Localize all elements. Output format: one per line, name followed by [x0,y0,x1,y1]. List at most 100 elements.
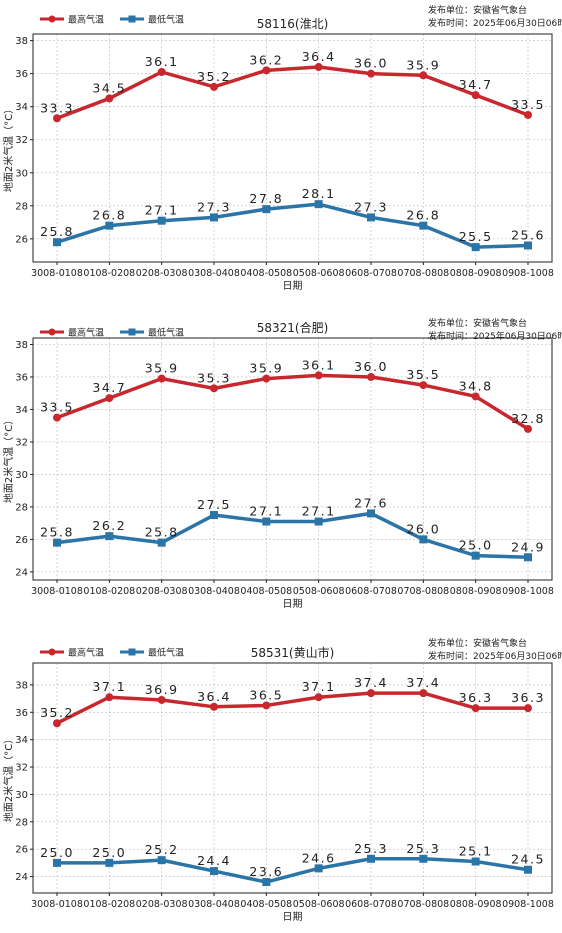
data-label-min: 25.0 [40,845,74,860]
y-tick-label: 28 [15,201,28,212]
data-label-min: 26.2 [92,518,126,533]
data-label-max: 36.0 [354,359,388,374]
data-point-min [524,553,532,562]
y-tick-label: 34 [15,735,28,746]
data-label-max: 34.7 [92,380,126,395]
data-label-max: 34.5 [92,80,126,95]
x-tick-label: 0408-0508 [240,268,292,279]
series-line-min [57,857,529,884]
x-tick-label: 0708-0808 [397,899,449,910]
data-label-min: 25.8 [145,525,179,540]
data-point-min [314,517,323,526]
publish-time-label: 发布时间：2025年06月30日06时 [428,650,562,662]
data-label-max: 35.3 [197,370,231,385]
x-tick-label: 0108-0208 [83,899,135,910]
data-label-min: 27.1 [145,203,179,218]
data-label-max: 36.9 [145,682,179,697]
data-point-min [210,867,218,876]
data-point-min [471,551,480,560]
data-label-max: 36.5 [249,687,283,702]
data-label-min: 24.9 [511,539,545,554]
plot-frame [32,33,553,263]
data-label-max: 36.4 [302,49,336,64]
data-label-max: 32.8 [511,411,545,426]
y-tick-label: 26 [15,535,28,546]
y-tick-label: 38 [15,680,28,691]
legend-swatch-marker [48,328,56,336]
data-point-max [367,689,375,698]
data-point-min [419,535,428,544]
data-point-max [419,381,428,390]
y-tick-label: 26 [15,845,28,856]
legend-label: 最低气温 [148,647,184,659]
data-label-min: 28.1 [302,186,336,201]
y-tick-label: 32 [15,763,28,774]
x-axis-label: 日期 [283,598,303,610]
legend-label: 最高气温 [68,14,104,26]
chart-title: 58116(淮北) [257,17,329,31]
data-point-max [157,695,166,704]
data-point-max [105,394,114,403]
series-line-max [56,691,528,725]
legend-swatch-marker [128,15,136,23]
legend-label: 最低气温 [148,327,184,339]
legend-label: 最高气温 [68,647,104,659]
y-tick-label: 36 [15,69,28,80]
plot-frame [32,662,553,894]
y-tick-label: 32 [15,437,28,448]
x-tick-label: 0608-0708 [345,899,397,910]
y-tick-label: 32 [15,135,28,146]
data-point-max [105,94,114,103]
legend-swatch-marker [128,648,136,656]
x-tick-label: 0308-0408 [188,586,240,597]
y-tick-label: 34 [15,405,28,416]
data-label-min: 25.3 [354,841,388,856]
y-tick-label: 28 [15,502,28,513]
series-line-min [56,511,529,560]
data-label-min: 24.5 [511,852,545,867]
x-tick-label: 0408-0508 [240,586,292,597]
x-tick-label: 0808-0908 [450,586,502,597]
data-label-min: 25.2 [145,842,179,857]
x-tick-label: 0908-1008 [502,268,554,279]
data-label-max: 36.1 [302,357,336,372]
data-point-min [210,213,218,222]
data-label-min: 25.8 [40,525,74,540]
x-tick-label: 0208-0308 [136,899,188,910]
y-tick-label: 30 [15,790,28,801]
data-point-max [524,110,532,119]
data-point-max [419,71,428,80]
chart-title: 58321(合肥) [257,320,329,335]
y-axis-label: 地面2米气温（°C） [2,734,15,822]
data-label-min: 27.1 [249,504,283,519]
series-line-max [56,65,529,120]
x-tick-label: 0608-0708 [345,268,397,279]
series-line-max [56,373,529,431]
data-point-min [53,538,61,547]
data-label-max: 35.2 [197,69,231,84]
publish-time-label: 发布时间：2025年06月30日06时 [428,17,562,29]
data-point-max [53,719,61,728]
data-point-max [471,91,480,100]
legend-swatch-marker [128,328,136,336]
data-point-min [471,243,480,252]
data-label-max: 34.8 [459,378,493,393]
x-tick-label: 0408-0508 [240,899,292,910]
x-tick-label: 0308-0408 [188,268,240,279]
data-point-max [471,704,480,713]
x-tick-label: 0608-0708 [345,586,397,597]
data-point-min [419,854,428,863]
data-label-max: 36.4 [197,689,231,704]
data-point-max [210,82,218,91]
y-tick-label: 36 [15,372,28,383]
y-axis-label: 地面2米气温（°C） [2,104,15,192]
data-point-max [314,371,323,380]
data-point-max [210,384,218,393]
data-label-max: 36.3 [459,690,493,705]
y-tick-label: 24 [15,567,28,578]
y-tick-label: 34 [15,102,28,113]
data-label-max: 35.9 [406,57,440,72]
data-point-max [367,69,375,78]
data-point-min [53,858,61,867]
